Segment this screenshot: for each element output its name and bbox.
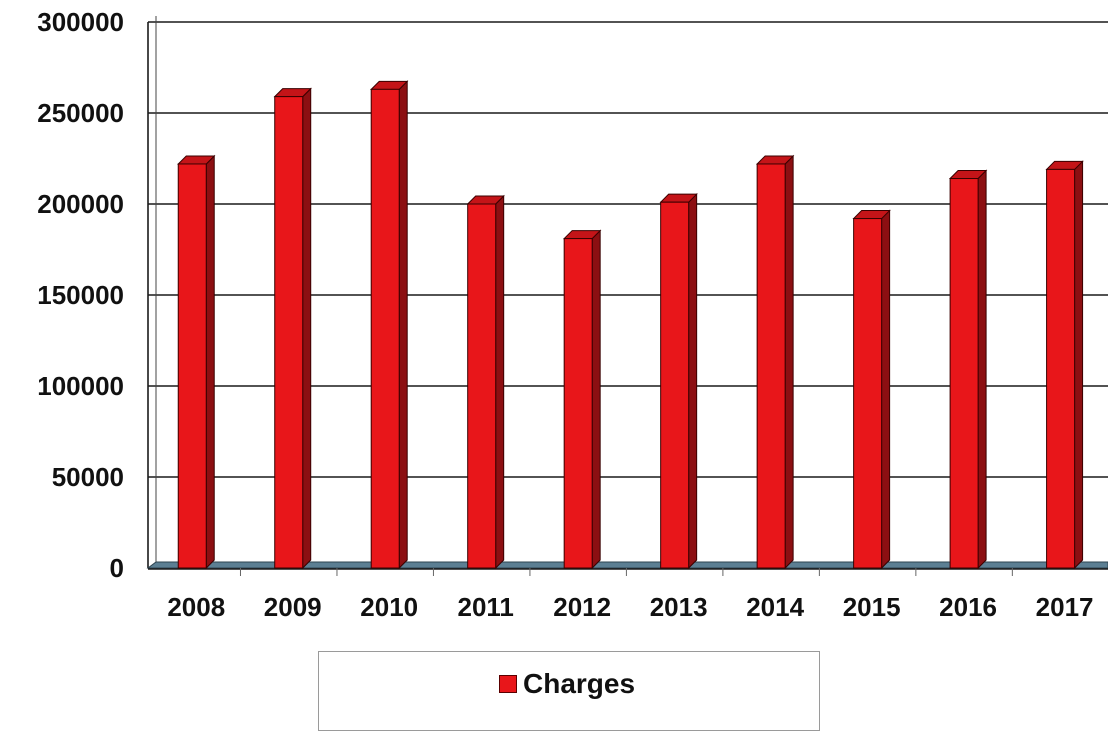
legend-label: Charges <box>523 668 636 699</box>
x-tick-label: 2011 <box>457 592 513 622</box>
bar-side <box>881 209 891 570</box>
bar-2013 <box>659 192 698 570</box>
y-tick-label: 250000 <box>37 98 124 128</box>
x-tick-labels: 2008 2009 2010 2011 2012 2013 2014 2015 2016 2017 <box>167 592 1093 622</box>
y-tick-label: 300000 <box>37 7 124 37</box>
bar-front <box>949 178 979 569</box>
bar-front <box>660 201 690 569</box>
x-tick-label: 2009 <box>264 592 322 622</box>
bar-side <box>688 192 698 570</box>
y-tick-label: 200000 <box>37 189 124 219</box>
bar-front <box>756 163 786 569</box>
bar-front <box>467 203 497 569</box>
bar-front <box>177 163 207 569</box>
bar-2011 <box>466 194 505 570</box>
bar-2012 <box>562 229 602 570</box>
x-tick-label: 2008 <box>167 592 225 622</box>
x-tick-label: 2017 <box>1036 592 1094 622</box>
x-tick-label: 2013 <box>650 592 708 622</box>
y-tick-label: 150000 <box>37 280 124 310</box>
bar-front <box>274 96 304 569</box>
bar-front <box>853 218 883 569</box>
bar-front <box>370 88 400 569</box>
legend-item-charges: Charges <box>499 668 635 700</box>
x-tick-label: 2012 <box>553 592 611 622</box>
legend: Charges <box>318 651 820 731</box>
bar-side <box>495 194 505 570</box>
y-tick-label: 0 <box>110 553 124 583</box>
x-tick-label: 2015 <box>843 592 901 622</box>
bar-2010 <box>369 80 409 570</box>
bar-chart: 300000 250000 200000 150000 100000 50000 0 200… <box>37 7 1108 622</box>
y-tick-label: 50000 <box>52 462 124 492</box>
x-tick-label: 2014 <box>746 592 804 622</box>
bar-front <box>563 238 593 569</box>
bar-side <box>398 80 408 570</box>
bar-2015 <box>852 209 891 570</box>
bar-side <box>205 154 215 570</box>
bar-2016 <box>948 169 988 570</box>
x-tick-label: 2016 <box>939 592 997 622</box>
bar-front <box>1046 168 1076 569</box>
x-tick-label: 2010 <box>360 592 418 622</box>
bars <box>177 80 1084 570</box>
bar-side <box>1074 160 1084 570</box>
y-tick-labels: 300000 250000 200000 150000 100000 50000 0 <box>37 7 124 583</box>
bar-2017 <box>1045 160 1084 570</box>
bar-side <box>302 87 312 570</box>
bar-2008 <box>177 154 216 570</box>
bar-2009 <box>273 87 312 570</box>
legend-swatch <box>499 675 517 693</box>
bar-side <box>591 229 601 570</box>
bar-2014 <box>755 154 795 570</box>
y-tick-label: 100000 <box>37 371 124 401</box>
bar-side <box>977 169 987 570</box>
bar-side <box>784 154 794 570</box>
